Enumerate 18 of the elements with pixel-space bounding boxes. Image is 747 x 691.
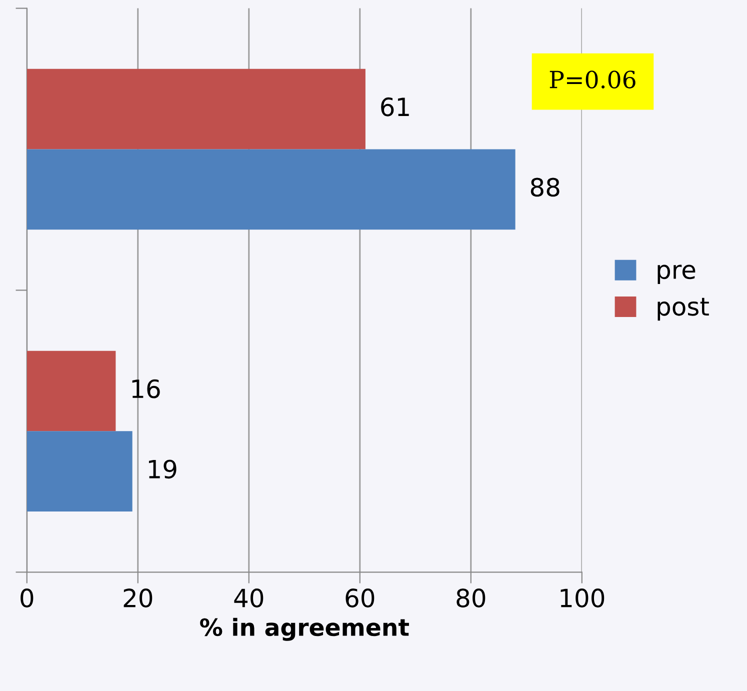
x-tick-label: 80	[456, 588, 486, 608]
data-label: 16	[132, 379, 160, 398]
data-label: 61	[381, 97, 409, 116]
x-tick-label: 0	[20, 588, 34, 608]
legend-label: pre	[658, 264, 696, 284]
x-tick-label: 60	[346, 588, 374, 608]
bar	[26, 350, 116, 432]
x-tick-label: 20	[124, 588, 152, 608]
bar	[26, 431, 132, 512]
x-tick-label: 40	[234, 588, 264, 608]
bar	[26, 149, 516, 230]
data-label: 19	[148, 460, 176, 479]
x-tick-label: 100	[560, 588, 604, 608]
data-label: 88	[530, 178, 560, 197]
x-axis-title: % in agreement	[200, 618, 409, 641]
annotation: P=0.06	[550, 70, 636, 88]
bar	[26, 68, 366, 150]
legend-label: post	[658, 298, 709, 321]
